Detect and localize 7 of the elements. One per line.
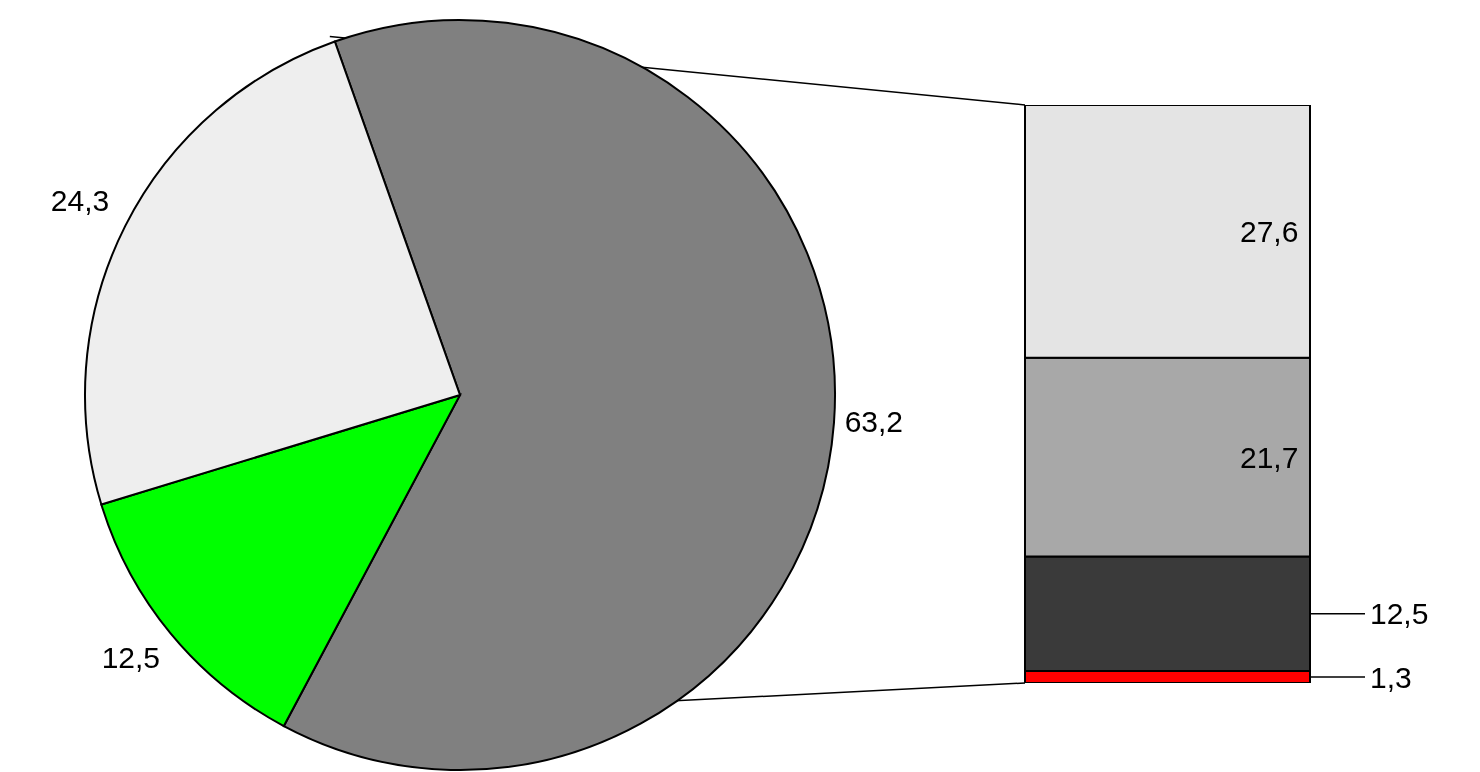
data-label: 63,2 xyxy=(844,404,904,438)
data-label: 12,5 xyxy=(1370,597,1429,631)
data-label: 12,5 xyxy=(101,640,161,674)
data-label: 27,6 xyxy=(1240,214,1299,248)
data-label: 21,7 xyxy=(1240,440,1299,474)
data-label: 1,3 xyxy=(1370,660,1412,694)
data-label: 24,3 xyxy=(50,184,110,218)
